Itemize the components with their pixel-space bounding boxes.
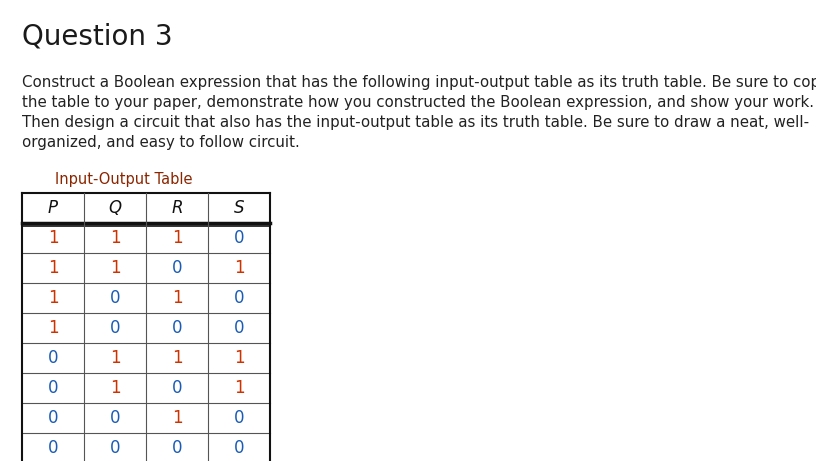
- Text: 0: 0: [109, 319, 120, 337]
- Text: 0: 0: [109, 439, 120, 457]
- Text: S: S: [233, 199, 244, 217]
- Text: 0: 0: [233, 439, 244, 457]
- Text: 0: 0: [171, 259, 182, 277]
- Text: 1: 1: [109, 259, 120, 277]
- Text: 1: 1: [109, 229, 120, 247]
- Text: Q: Q: [109, 199, 122, 217]
- Text: 1: 1: [47, 259, 58, 277]
- Text: 0: 0: [233, 229, 244, 247]
- Text: 0: 0: [233, 409, 244, 427]
- Text: 1: 1: [233, 379, 244, 397]
- Text: the table to your paper, demonstrate how you constructed the Boolean expression,: the table to your paper, demonstrate how…: [22, 95, 814, 110]
- Text: 0: 0: [171, 319, 182, 337]
- Text: 1: 1: [233, 349, 244, 367]
- Text: 0: 0: [48, 439, 58, 457]
- Text: R: R: [171, 199, 183, 217]
- Text: Question 3: Question 3: [22, 22, 173, 50]
- Text: 0: 0: [48, 349, 58, 367]
- Text: 1: 1: [47, 289, 58, 307]
- Text: 0: 0: [171, 439, 182, 457]
- Text: 1: 1: [171, 409, 182, 427]
- Text: 0: 0: [48, 409, 58, 427]
- Text: Then design a circuit that also has the input-output table as its truth table. B: Then design a circuit that also has the …: [22, 115, 809, 130]
- Text: 1: 1: [47, 319, 58, 337]
- Text: 0: 0: [233, 319, 244, 337]
- Text: 0: 0: [109, 289, 120, 307]
- Text: 1: 1: [171, 229, 182, 247]
- Text: 1: 1: [171, 289, 182, 307]
- Text: 1: 1: [47, 229, 58, 247]
- Text: 1: 1: [109, 379, 120, 397]
- Text: 1: 1: [109, 349, 120, 367]
- Text: Input-Output Table: Input-Output Table: [55, 172, 193, 187]
- Text: 1: 1: [171, 349, 182, 367]
- Text: organized, and easy to follow circuit.: organized, and easy to follow circuit.: [22, 135, 299, 150]
- Text: 0: 0: [233, 289, 244, 307]
- Text: 0: 0: [109, 409, 120, 427]
- Text: 0: 0: [48, 379, 58, 397]
- Text: P: P: [48, 199, 58, 217]
- Text: 0: 0: [171, 379, 182, 397]
- Text: Construct a Boolean expression that has the following input-output table as its : Construct a Boolean expression that has …: [22, 75, 816, 90]
- Text: 1: 1: [233, 259, 244, 277]
